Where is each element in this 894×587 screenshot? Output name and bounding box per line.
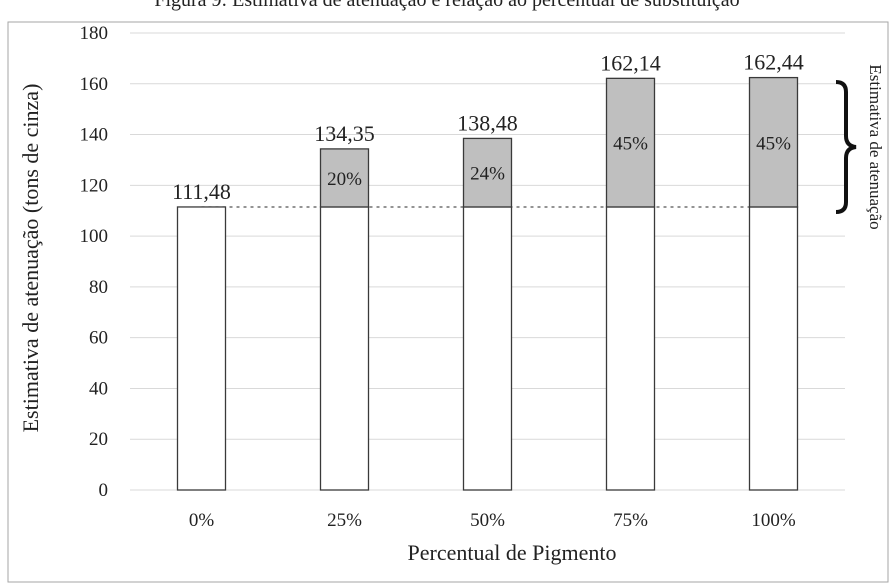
y-axis-title: Estimativa de atenuação (tons de cinza) xyxy=(18,84,43,433)
bar-increase xyxy=(748,76,799,208)
y-axis-ticks: 0 20 40 60 80 100 120 140 160 180 xyxy=(80,23,109,501)
gridlines xyxy=(130,32,845,491)
bar-base xyxy=(319,206,370,491)
value-label: 111,48 xyxy=(172,179,231,204)
y-tick-label: 160 xyxy=(80,74,109,95)
bar-base xyxy=(605,206,656,491)
bar-base xyxy=(462,206,513,491)
x-axis-title: Percentual de Pigmento xyxy=(408,540,617,565)
bar-base xyxy=(176,206,227,491)
data-labels: 111,48 134,35 20% 138,48 24% 162,14 45% 162,44 4… xyxy=(172,50,804,204)
figure-title: Figura 9: Estimativa de atenuação e rela… xyxy=(154,0,739,11)
y-tick-label: 20 xyxy=(89,429,108,450)
bar-increase xyxy=(605,77,656,208)
value-label: 134,35 xyxy=(314,121,375,146)
value-label: 162,44 xyxy=(743,50,804,75)
y-tick-label: 180 xyxy=(80,23,109,44)
x-tick-label: 0% xyxy=(189,510,215,531)
value-label: 138,48 xyxy=(457,110,518,135)
x-tick-label: 75% xyxy=(613,510,648,531)
y-tick-label: 140 xyxy=(80,125,109,146)
chart-frame xyxy=(7,21,889,583)
y-tick-label: 60 xyxy=(89,328,108,349)
value-label: 162,14 xyxy=(600,50,661,75)
increase-percent-label: 45% xyxy=(613,134,648,155)
x-axis-ticks: 0% 25% 50% 75% 100% xyxy=(189,510,796,531)
bars xyxy=(176,76,799,491)
brace-label: Estimativa de atenuação xyxy=(866,64,885,229)
y-tick-label: 120 xyxy=(80,175,109,196)
increase-percent-label: 24% xyxy=(470,164,505,185)
x-tick-label: 50% xyxy=(470,510,505,531)
y-tick-label: 40 xyxy=(89,378,108,399)
y-tick-label: 80 xyxy=(89,277,108,298)
brace-icon xyxy=(835,80,857,214)
increase-percent-label: 45% xyxy=(756,133,791,154)
bar-base xyxy=(748,206,799,491)
x-tick-label: 25% xyxy=(327,510,362,531)
bar-increase xyxy=(462,137,513,208)
x-tick-label: 100% xyxy=(751,510,796,531)
y-tick-label: 0 xyxy=(99,480,109,501)
increase-percent-label: 20% xyxy=(327,169,362,190)
attenuation-brace: Estimativa de atenuação xyxy=(835,64,885,230)
y-tick-label: 100 xyxy=(80,226,109,247)
bar-increase xyxy=(319,148,370,208)
